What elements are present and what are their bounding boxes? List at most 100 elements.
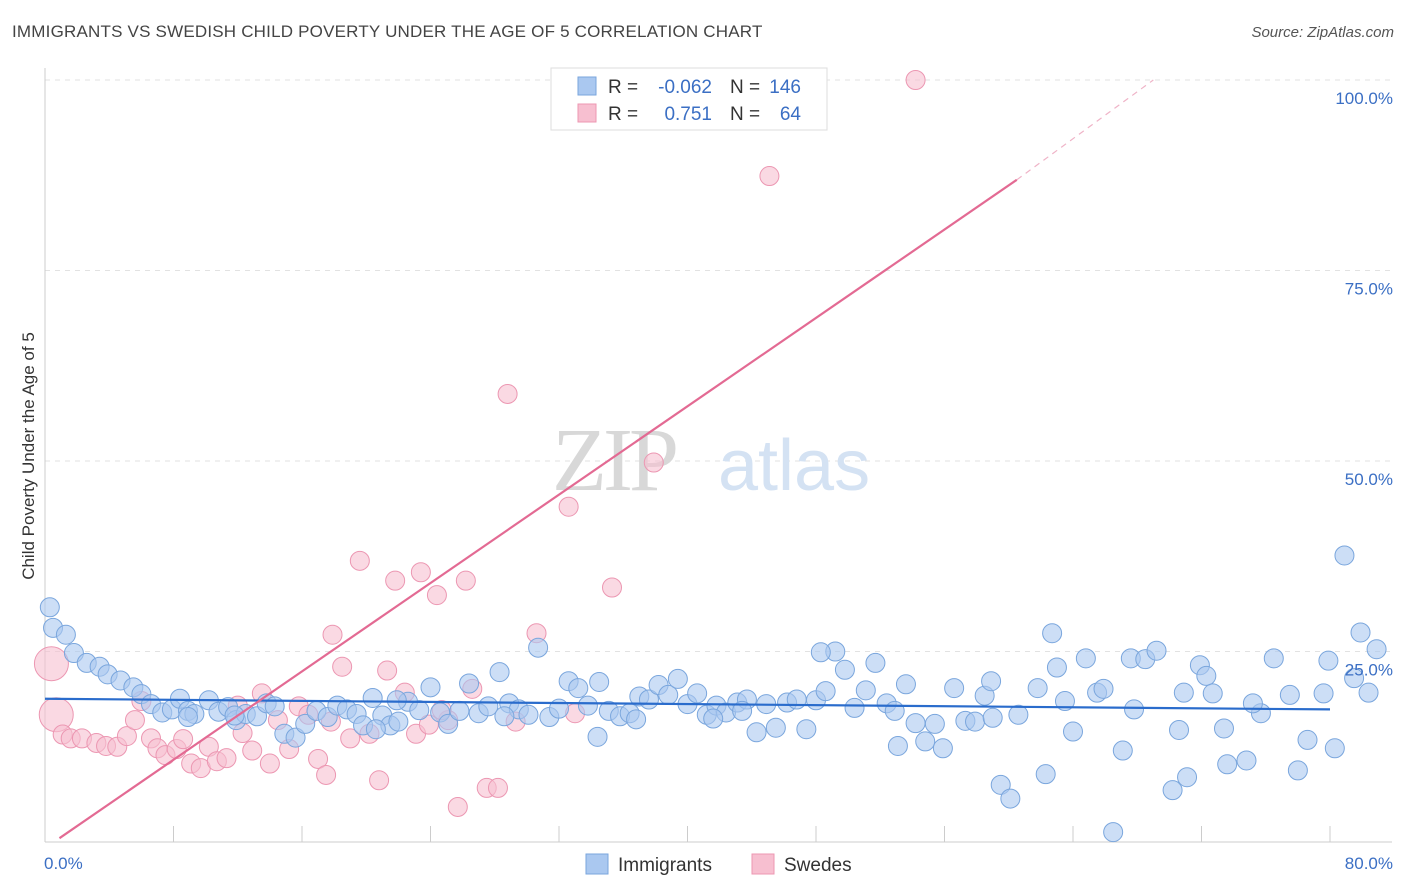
immigrant-point xyxy=(905,713,926,734)
immigrant-point xyxy=(746,722,767,743)
immigrant-point xyxy=(1213,718,1234,739)
watermark-atlas: atlas xyxy=(718,426,870,506)
y-tick-labels: 25.0% 50.0% 75.0% 100.0% xyxy=(1335,89,1393,680)
swedes-point xyxy=(33,646,69,682)
immigrant-point xyxy=(626,709,647,730)
immigrant-point xyxy=(1146,640,1167,661)
swedes-point xyxy=(447,796,468,817)
immigrant-point xyxy=(1366,639,1387,660)
immigrant-point xyxy=(895,674,916,695)
immigrant-point xyxy=(855,680,876,701)
swedes-point xyxy=(643,452,664,473)
immigrant-point xyxy=(990,774,1011,795)
immigrant-point xyxy=(1027,678,1048,699)
swedes-point xyxy=(905,70,926,90)
immigrant-point xyxy=(703,708,724,729)
immigrant-point xyxy=(1177,767,1198,788)
immigrant-point xyxy=(786,689,807,710)
swedes-point xyxy=(558,496,579,517)
legend-box xyxy=(550,67,828,131)
y-tick-label-75: 75.0% xyxy=(1345,280,1393,299)
immigrant-point xyxy=(1263,648,1284,669)
immigrant-point xyxy=(39,597,60,618)
immigrant-point xyxy=(1063,721,1083,742)
legend-swatch-swedes xyxy=(577,103,597,123)
immigrant-point xyxy=(528,637,549,658)
immigrant-point xyxy=(932,738,953,759)
immigrant-point xyxy=(844,697,865,718)
swedes-trend-line xyxy=(58,178,1018,840)
immigrant-point xyxy=(1344,668,1365,689)
y-tick-label-100: 100.0% xyxy=(1335,89,1393,108)
immigrant-point xyxy=(1236,750,1257,771)
immigrant-point xyxy=(1173,682,1194,703)
immigrant-point xyxy=(884,700,905,721)
immigrant-point xyxy=(1169,719,1190,740)
immigrant-point xyxy=(285,727,306,748)
swedes-point xyxy=(602,577,623,598)
legend-r-label-swedes: R = xyxy=(608,104,638,125)
immigrant-point xyxy=(924,713,945,734)
immigrant-point xyxy=(1054,691,1075,712)
bottom-legend-label-swedes: Swedes xyxy=(784,855,852,876)
immigrant-point xyxy=(362,687,383,708)
immigrant-point xyxy=(1279,684,1300,705)
immigrant-point xyxy=(834,659,855,680)
immigrant-point xyxy=(409,700,430,721)
immigrant-point xyxy=(1162,780,1183,801)
immigrant-point xyxy=(1008,704,1029,725)
immigrant-point xyxy=(1313,683,1334,704)
legend-n-label-immigrants: N = xyxy=(730,77,760,98)
swedes-point xyxy=(369,770,390,791)
immigrant-point xyxy=(587,726,608,747)
immigrant-point xyxy=(1075,648,1096,669)
immigrant-point xyxy=(732,700,753,721)
swedes-point xyxy=(497,383,518,404)
immigrant-point xyxy=(365,719,386,740)
immigrant-point xyxy=(887,735,908,756)
immigrant-point xyxy=(796,719,817,740)
legend-n-value-immigrants: 146 xyxy=(769,77,801,98)
immigrant-point xyxy=(1000,788,1021,809)
swedes-point xyxy=(308,748,329,769)
immigrant-point xyxy=(1287,760,1308,781)
immigrant-point xyxy=(1093,678,1114,699)
immigrant-point xyxy=(1358,682,1379,703)
immigrant-point xyxy=(518,704,539,725)
immigrant-point xyxy=(1046,657,1067,678)
swedes-point xyxy=(259,753,280,774)
grid xyxy=(45,79,1392,652)
immigrants-points xyxy=(39,545,1387,843)
bottom-legend-label-immigrants: Immigrants xyxy=(618,855,712,876)
immigrant-point xyxy=(1297,729,1318,750)
x-tick-label-min: 0.0% xyxy=(44,854,83,873)
immigrant-point xyxy=(438,713,459,734)
swedes-point xyxy=(116,726,137,747)
immigrant-point xyxy=(589,671,610,692)
immigrant-point xyxy=(177,707,198,728)
swedes-point xyxy=(124,710,145,731)
immigrant-point xyxy=(1350,622,1371,643)
immigrant-point xyxy=(865,652,886,673)
source-credit: Source: ZipAtlas.com xyxy=(1251,24,1394,41)
immigrant-point xyxy=(944,678,965,699)
y-tick-label-25: 25.0% xyxy=(1345,661,1393,680)
immigrant-point xyxy=(459,673,480,694)
legend-r-label-immigrants: R = xyxy=(608,77,638,98)
immigrant-point xyxy=(1124,699,1145,720)
immigrant-point xyxy=(494,706,515,727)
immigrant-point xyxy=(420,677,441,698)
swedes-point xyxy=(455,570,476,591)
immigrant-point xyxy=(1242,693,1263,714)
immigrant-point xyxy=(295,713,316,734)
swedes-point xyxy=(316,764,337,785)
x-tick-label-max: 80.0% xyxy=(1345,854,1393,873)
legend-n-label-swedes: N = xyxy=(730,104,760,125)
immigrant-point xyxy=(568,678,589,699)
immigrant-point xyxy=(815,681,836,702)
immigrant-point xyxy=(1334,545,1355,566)
immigrant-point xyxy=(1202,683,1223,704)
swedes-point xyxy=(385,570,406,591)
swedes-point xyxy=(410,562,431,583)
